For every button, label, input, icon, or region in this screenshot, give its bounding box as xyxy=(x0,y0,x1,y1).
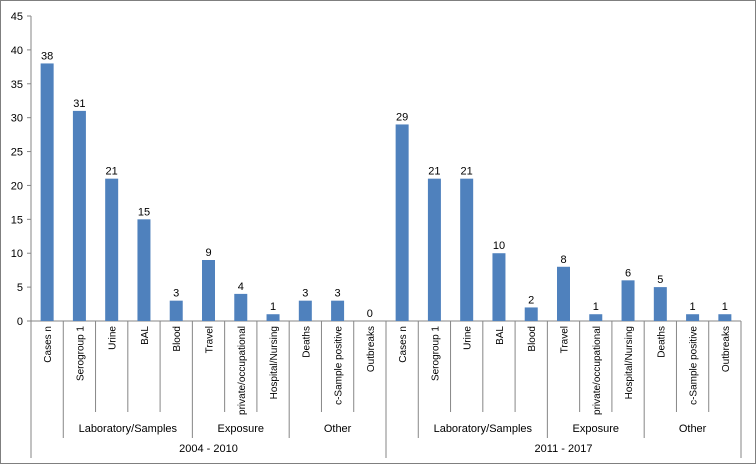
data-label: 1 xyxy=(593,301,599,313)
bar xyxy=(298,300,312,321)
x-tick-label: Deaths xyxy=(656,326,667,358)
x-tick-label: Outbreaks xyxy=(366,326,377,372)
data-label: 9 xyxy=(205,247,211,259)
group-label: Exposure xyxy=(218,423,264,435)
bar xyxy=(105,178,119,321)
data-label: 5 xyxy=(657,274,663,286)
bar xyxy=(331,300,345,321)
data-label: 15 xyxy=(138,206,150,218)
x-tick-label: Urine xyxy=(108,326,119,350)
data-label: 2 xyxy=(528,294,534,306)
bar xyxy=(557,266,570,321)
data-label: 31 xyxy=(73,98,85,110)
y-tick-label: 10 xyxy=(11,248,23,260)
y-tick-label: 0 xyxy=(17,316,23,328)
data-label: 21 xyxy=(461,166,473,178)
x-tick-label: Cases n xyxy=(43,326,54,363)
data-label: 1 xyxy=(690,301,696,313)
bar xyxy=(202,260,215,321)
group-label: Other xyxy=(324,423,352,435)
x-tick-label: Deaths xyxy=(301,326,312,358)
x-tick-label: BAL xyxy=(140,326,151,345)
bar xyxy=(492,253,506,321)
data-label: 3 xyxy=(173,288,179,300)
data-label: 29 xyxy=(396,111,408,123)
data-label: 3 xyxy=(302,288,308,300)
x-tick-label: c-Sample positive xyxy=(334,326,345,405)
bar xyxy=(718,314,732,321)
x-tick-label: Hospital/Nursing xyxy=(269,326,280,399)
y-tick-label: 25 xyxy=(11,147,23,159)
data-label: 0 xyxy=(367,308,373,320)
x-tick-label: Blood xyxy=(527,326,538,352)
bar xyxy=(524,307,538,321)
data-label: 38 xyxy=(41,50,53,62)
x-tick-label: Hospital/Nursing xyxy=(624,326,635,399)
x-tick-label: Travel xyxy=(560,326,571,353)
bar xyxy=(234,293,248,321)
x-tick-label: Travel xyxy=(205,326,216,353)
y-tick-label: 35 xyxy=(11,79,23,91)
bar xyxy=(395,124,409,321)
bar xyxy=(169,300,183,321)
data-label: 10 xyxy=(493,240,505,252)
bar xyxy=(72,110,86,321)
period-label: 2011 - 2017 xyxy=(535,443,593,455)
y-tick-label: 40 xyxy=(11,45,23,57)
x-tick-label: BAL xyxy=(495,326,506,345)
bar xyxy=(686,314,700,321)
data-label: 8 xyxy=(560,254,566,266)
x-tick-label: Cases n xyxy=(398,326,409,363)
x-tick-label: Outbreaks xyxy=(721,326,732,372)
y-tick-label: 45 xyxy=(11,11,23,23)
y-tick-label: 20 xyxy=(11,180,23,192)
group-label: Other xyxy=(679,423,707,435)
bar xyxy=(266,314,280,321)
bar xyxy=(653,287,667,321)
y-tick-label: 5 xyxy=(17,282,23,294)
bar xyxy=(460,178,474,321)
x-tick-label: private/occupational xyxy=(592,326,603,415)
period-label: 2004 - 2010 xyxy=(179,443,238,455)
x-tick-label: Serogroup 1 xyxy=(75,326,86,381)
bar xyxy=(40,63,54,321)
bar xyxy=(137,219,151,321)
data-label: 3 xyxy=(335,288,341,300)
x-tick-label: Serogroup 1 xyxy=(430,326,441,381)
x-tick-label: c-Sample positive xyxy=(689,326,700,405)
x-tick-label: private/occupational xyxy=(237,326,248,415)
group-label: Laboratory/Samples xyxy=(434,423,533,435)
data-label: 21 xyxy=(106,166,118,178)
group-label: Exposure xyxy=(573,423,619,435)
y-tick-label: 15 xyxy=(11,214,23,226)
data-label: 4 xyxy=(238,281,244,293)
data-label: 1 xyxy=(270,301,276,313)
group-label: Laboratory/Samples xyxy=(79,423,178,435)
bar xyxy=(621,280,635,321)
x-tick-label: Urine xyxy=(463,326,474,350)
data-label: 21 xyxy=(428,166,440,178)
data-label: 6 xyxy=(625,267,631,279)
bar xyxy=(427,178,441,321)
data-label: 1 xyxy=(722,301,728,313)
y-tick-label: 30 xyxy=(11,113,23,125)
bar xyxy=(589,314,603,321)
x-tick-label: Blood xyxy=(172,326,183,352)
